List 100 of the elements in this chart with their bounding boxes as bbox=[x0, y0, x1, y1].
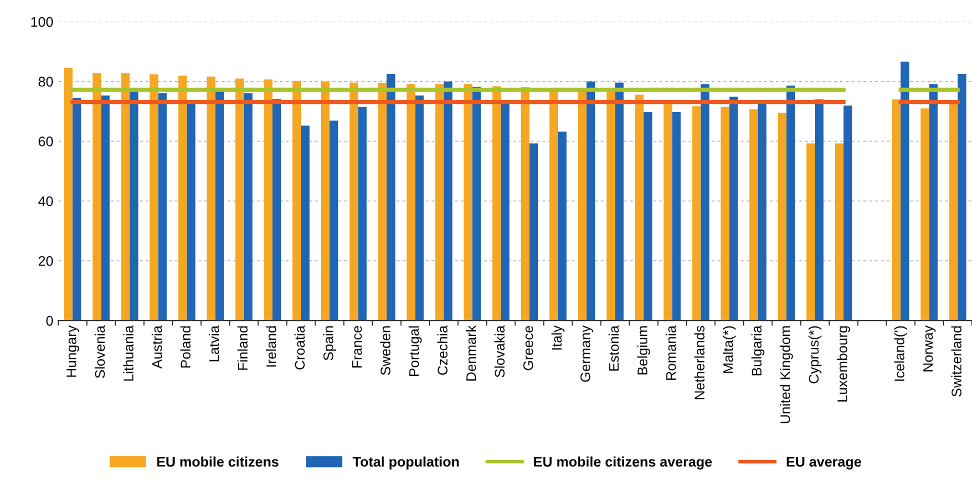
bar bbox=[378, 82, 387, 321]
bar bbox=[406, 84, 416, 321]
x-tick-label: Germany bbox=[580, 325, 594, 382]
bar bbox=[272, 99, 282, 321]
x-tick-label: Finland bbox=[237, 326, 248, 370]
bar bbox=[121, 73, 130, 321]
bar bbox=[929, 84, 938, 321]
x-tick-label: Greece bbox=[523, 326, 534, 370]
x-tick-label: Czechia bbox=[437, 325, 448, 375]
bar bbox=[700, 84, 710, 321]
x-tick-label: Hungary bbox=[66, 325, 80, 377]
legend-label: EU mobile citizens average bbox=[534, 456, 712, 470]
x-tick-label: Latvia bbox=[208, 325, 220, 362]
x-tick-label: Croatia bbox=[294, 325, 305, 370]
x-tick-label: United Kingdom bbox=[780, 326, 793, 424]
bar bbox=[806, 143, 815, 321]
bar bbox=[844, 106, 852, 321]
y-tick-label: 20 bbox=[38, 256, 53, 266]
x-tick-label: Portugal bbox=[408, 326, 422, 376]
bar bbox=[615, 82, 624, 321]
bar bbox=[778, 112, 786, 321]
legend-label: EU average bbox=[786, 457, 862, 470]
x-tick-label: France bbox=[352, 326, 362, 368]
bar bbox=[729, 96, 738, 321]
bar bbox=[549, 90, 558, 321]
bar bbox=[435, 84, 444, 321]
bar bbox=[578, 90, 587, 321]
bar bbox=[635, 94, 644, 321]
bar bbox=[301, 126, 310, 321]
x-tick-label: Iceland(') bbox=[894, 326, 908, 381]
bar bbox=[692, 106, 701, 321]
bar bbox=[235, 78, 244, 321]
x-tick-label: Poland bbox=[180, 326, 191, 368]
bar bbox=[386, 74, 396, 321]
bar bbox=[321, 81, 330, 321]
bar bbox=[529, 143, 538, 321]
y-tick-label: 60 bbox=[38, 136, 53, 146]
x-tick-label: Ireland bbox=[266, 326, 276, 367]
x-tick-label: Denmark bbox=[466, 325, 476, 381]
bar bbox=[558, 132, 567, 321]
bar bbox=[814, 99, 824, 321]
y-tick-label: 0 bbox=[46, 316, 53, 326]
bar bbox=[900, 62, 910, 321]
x-tick-label: Malta(*) bbox=[722, 326, 736, 373]
bar bbox=[749, 109, 758, 321]
bar bbox=[64, 68, 73, 321]
x-tick-label: Norway bbox=[923, 325, 936, 372]
x-tick-label: Italy bbox=[552, 325, 564, 350]
x-tick-label: Sweden bbox=[380, 326, 390, 375]
x-tick-label: Switzerland bbox=[951, 326, 962, 397]
bar bbox=[672, 112, 681, 321]
bar bbox=[330, 120, 338, 321]
x-tick-label: Netherlands bbox=[694, 326, 704, 400]
x-tick-label: Austria bbox=[152, 325, 162, 369]
bar bbox=[520, 87, 530, 321]
bar bbox=[464, 84, 472, 321]
bar bbox=[644, 112, 652, 321]
bar bbox=[178, 76, 187, 321]
bar bbox=[206, 76, 216, 321]
x-tick-label: Romania bbox=[666, 325, 676, 380]
bar bbox=[444, 81, 452, 321]
x-tick-label: Lithuania bbox=[123, 325, 134, 381]
bar bbox=[834, 143, 844, 321]
bar bbox=[350, 82, 358, 321]
legend-label: Total population bbox=[352, 456, 459, 470]
x-tick-label: Spain bbox=[323, 326, 336, 360]
bar bbox=[358, 106, 367, 321]
bar bbox=[720, 106, 730, 321]
x-tick-label: Luxembourg bbox=[837, 326, 850, 402]
x-tick-label: Estonia bbox=[608, 325, 619, 371]
bar bbox=[949, 102, 958, 321]
legend-label: EU mobile citizens bbox=[157, 456, 278, 467]
bar bbox=[130, 91, 138, 321]
bar bbox=[158, 93, 167, 321]
x-tick-label: Slovakia bbox=[494, 325, 505, 378]
bar bbox=[664, 102, 672, 321]
bar bbox=[920, 108, 930, 321]
y-tick-label: 40 bbox=[38, 196, 53, 206]
bar bbox=[92, 73, 102, 321]
bar bbox=[244, 93, 252, 321]
bar bbox=[500, 103, 510, 321]
bar bbox=[215, 90, 224, 321]
bar bbox=[958, 74, 966, 321]
bar bbox=[72, 98, 82, 321]
x-tick-label: Cyprus(*) bbox=[808, 326, 822, 384]
bar bbox=[472, 86, 481, 321]
bar bbox=[264, 79, 272, 321]
bar bbox=[586, 81, 596, 321]
bar bbox=[492, 86, 501, 321]
bar bbox=[892, 99, 901, 321]
bar bbox=[606, 90, 616, 321]
y-tick-label: 80 bbox=[38, 76, 53, 87]
x-tick-label: Belgium bbox=[637, 326, 650, 374]
bar bbox=[150, 74, 158, 321]
bar bbox=[292, 80, 302, 321]
bar bbox=[415, 96, 424, 321]
x-tick-label: Bulgaria bbox=[751, 325, 764, 376]
bar bbox=[786, 86, 795, 321]
x-tick-label: Slovenia bbox=[94, 325, 105, 378]
bar bbox=[758, 102, 766, 321]
